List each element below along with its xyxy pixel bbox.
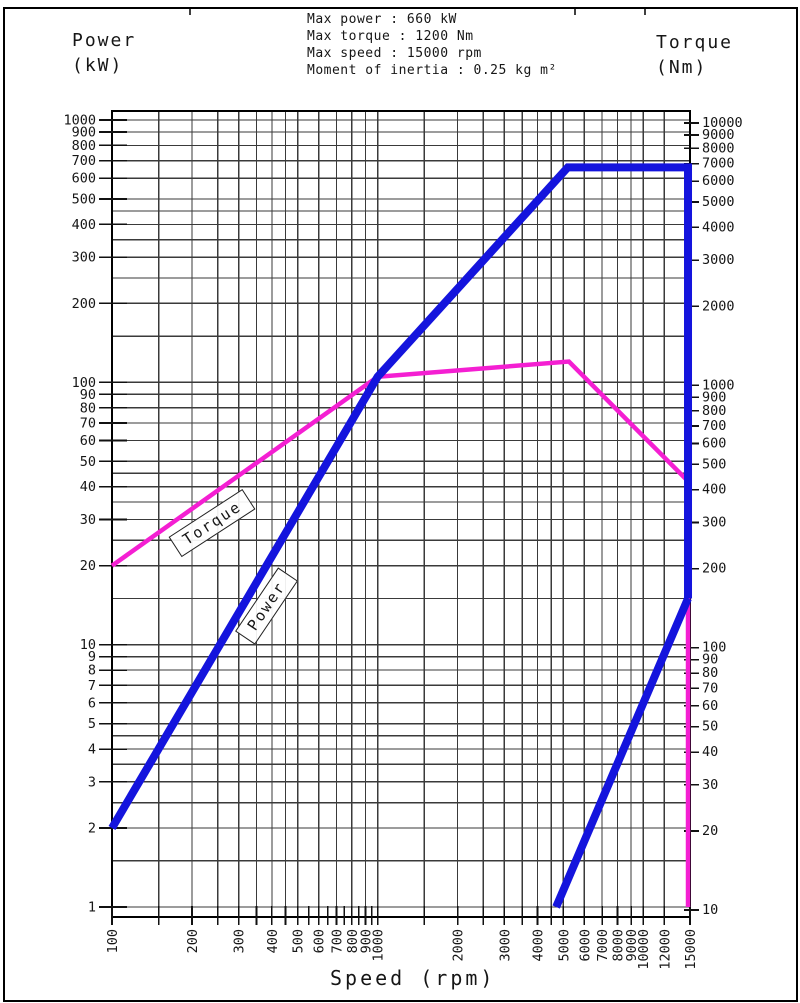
y-right-tick-label: 30 [702, 777, 718, 793]
x-tick-label: 800 [345, 929, 361, 953]
y-left-tick-label: 400 [72, 217, 96, 233]
x-tick-label: 600 [312, 929, 328, 953]
y-right-tick-label: 700 [702, 418, 726, 434]
x-tick-label: 5000 [556, 929, 572, 962]
y-left-tick-label: 100 [72, 375, 96, 391]
y-left-tick-label: 6 [88, 695, 96, 711]
x-tick-label: 10000 [636, 929, 652, 970]
y-left-tick-label: 3 [88, 774, 96, 790]
spec-max-torque: Max torque : 1200 Nm [307, 29, 474, 44]
x-tick-label: 15000 [683, 929, 699, 970]
y-right-tick-label: 10000 [702, 115, 743, 131]
y-left-tick-label: 40 [80, 479, 96, 495]
y-right-tick-label: 90 [702, 652, 718, 668]
y-left-tick-label: 1000 [63, 113, 96, 129]
y-right-tick-label: 1000 [702, 377, 735, 393]
x-tick-label: 6000 [577, 929, 593, 962]
y-left-tick-label: 10 [80, 637, 96, 653]
y-left-tick-label: 80 [80, 400, 96, 416]
spec-max-speed: Max speed : 15000 rpm [307, 46, 482, 61]
y-left-tick-label: 600 [72, 171, 96, 187]
y-right-tick-label: 500 [702, 456, 726, 472]
y-left-tick-label: 70 [80, 415, 96, 431]
y-right-tick-label: 70 [702, 680, 718, 696]
x-axis-title: Speed (rpm) [330, 966, 496, 990]
x-tick-label: 100 [105, 929, 121, 953]
left-axis-title-name: Power [72, 30, 137, 51]
x-tick-label: 200 [185, 929, 201, 953]
y-left-tick-label: 7 [88, 678, 96, 694]
spec-max-power: Max power : 660 kW [307, 12, 457, 27]
y-right-tick-label: 9000 [702, 127, 735, 143]
right-axis-title-name: Torque [656, 32, 734, 53]
y-right-tick-label: 80 [702, 665, 718, 681]
left-axis-title-unit: (kW) [72, 55, 124, 76]
y-right-tick-label: 600 [702, 436, 726, 452]
x-tick-label: 9000 [624, 929, 640, 962]
y-right-tick-label: 100 [702, 640, 726, 656]
power-curve [108, 163, 693, 831]
x-tick-label: 700 [329, 929, 345, 953]
y-left-tick-label: 300 [72, 250, 96, 266]
y-right-tick-label: 3000 [702, 252, 735, 268]
x-tick-label: 7000 [595, 929, 611, 962]
x-tick-label: 1000 [371, 929, 387, 962]
y-right-tick-label: 40 [702, 744, 718, 760]
y-left-tick-label: 2 [88, 821, 96, 837]
y-left-tick-label: 200 [72, 296, 96, 312]
x-tick-label: 4000 [531, 929, 547, 962]
y-right-tick-label: 2000 [702, 298, 735, 314]
y-right-tick-label: 8000 [702, 140, 735, 156]
y-left-tick-label: 900 [72, 125, 96, 141]
y-left-tick-label: 20 [80, 558, 96, 574]
y-left-tick-label: 90 [80, 387, 96, 403]
y-right-tick-label: 7000 [702, 156, 735, 172]
left-axis-title: Power (kW) [72, 28, 136, 78]
y-right-tick-label: 60 [702, 698, 718, 714]
spec-block: Max power : 660 kW Max torque : 1200 Nm … [307, 11, 557, 79]
y-left-tick-label: 5 [88, 716, 96, 732]
y-left-tick-label: 50 [80, 454, 96, 470]
right-axis-title-unit: (Nm) [656, 57, 708, 78]
y-right-tick-label: 900 [702, 389, 726, 405]
torque-curve [110, 359, 691, 907]
x-tick-label: 500 [291, 929, 307, 953]
y-right-tick-label: 5000 [702, 194, 735, 210]
x-tick-label: 12000 [657, 929, 673, 970]
y-left-tick-label: 9 [88, 649, 96, 665]
y-right-tick-label: 10 [702, 902, 718, 918]
x-tick-label: 400 [265, 929, 281, 953]
y-right-tick-label: 6000 [702, 173, 735, 189]
y-left-tick-label: 60 [80, 433, 96, 449]
y-left-tick-label: 4 [88, 742, 96, 758]
x-tick-label: 3000 [497, 929, 513, 962]
y-left-tick-label: 500 [72, 191, 96, 207]
x-tick-label: 900 [358, 929, 374, 953]
y-left-tick-label: 1 [88, 900, 96, 916]
y-left-tick-label: 30 [80, 512, 96, 528]
y-left-tick-label: 800 [72, 138, 96, 154]
y-left-tick-label: 8 [88, 663, 96, 679]
y-right-tick-label: 20 [702, 823, 718, 839]
right-axis-title: Torque (Nm) [656, 30, 733, 80]
y-right-tick-label: 200 [702, 561, 726, 577]
spec-inertia: Moment of inertia : 0.25 kg m² [307, 63, 557, 78]
page-frame [3, 7, 798, 1002]
x-tick-label: 300 [232, 929, 248, 953]
y-right-tick-label: 800 [702, 403, 726, 419]
y-left-tick-label: 700 [72, 153, 96, 169]
power-curve [552, 596, 692, 909]
x-tick-label: 2000 [451, 929, 467, 962]
y-right-tick-label: 400 [702, 482, 726, 498]
y-right-tick-label: 4000 [702, 219, 735, 235]
y-right-tick-label: 300 [702, 515, 726, 531]
x-tick-label: 8000 [610, 929, 626, 962]
y-right-tick-label: 50 [702, 719, 718, 735]
